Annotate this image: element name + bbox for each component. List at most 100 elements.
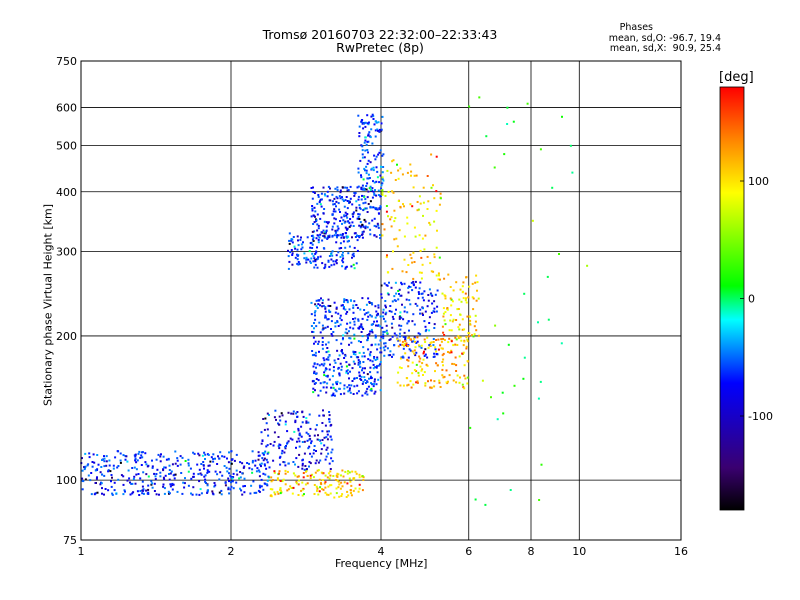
data-point — [289, 485, 292, 488]
data-point — [386, 271, 389, 274]
data-point — [369, 371, 372, 374]
data-point — [364, 379, 367, 381]
data-point — [441, 374, 444, 377]
data-point — [420, 256, 423, 259]
data-point — [109, 470, 112, 473]
data-point — [461, 328, 464, 331]
data-point — [272, 479, 274, 482]
data-point — [153, 482, 156, 485]
data-point — [314, 263, 317, 266]
data-point — [412, 186, 415, 189]
data-point — [277, 445, 280, 448]
data-point — [317, 238, 320, 241]
data-point — [319, 482, 322, 485]
data-point — [179, 463, 182, 466]
data-point — [385, 210, 388, 213]
data-point — [356, 234, 358, 237]
data-point — [461, 285, 464, 288]
data-point — [146, 492, 149, 495]
data-point — [336, 479, 339, 482]
data-point — [419, 312, 421, 315]
data-point — [317, 224, 320, 227]
data-point — [324, 310, 327, 313]
data-point — [333, 359, 336, 362]
data-point — [321, 422, 324, 424]
data-point — [474, 498, 477, 501]
data-point — [313, 192, 316, 194]
data-point — [393, 332, 396, 335]
data-point — [357, 195, 360, 198]
data-point — [380, 284, 383, 287]
data-point — [168, 492, 171, 495]
data-point — [273, 431, 276, 434]
data-point — [539, 380, 542, 383]
data-point — [286, 489, 289, 492]
data-point — [327, 185, 330, 188]
data-point — [358, 236, 361, 239]
data-point — [442, 358, 445, 361]
data-point — [344, 266, 347, 269]
data-point — [433, 385, 436, 388]
data-point — [337, 251, 340, 254]
data-point — [402, 347, 405, 350]
data-point — [264, 450, 267, 453]
data-point — [284, 447, 287, 450]
data-point — [263, 428, 266, 431]
data-point — [361, 149, 364, 152]
data-point — [424, 310, 427, 313]
data-point — [263, 463, 266, 466]
data-point — [330, 451, 333, 454]
data-point — [259, 486, 262, 489]
data-point — [133, 466, 136, 469]
data-point — [458, 328, 461, 331]
data-point — [418, 271, 421, 274]
data-point — [183, 482, 186, 485]
data-point — [363, 195, 366, 198]
data-point — [87, 474, 90, 477]
data-point — [317, 256, 320, 259]
data-point — [383, 228, 386, 231]
data-point — [426, 364, 429, 367]
data-point — [407, 365, 410, 368]
data-point — [337, 227, 340, 230]
data-point — [288, 260, 291, 263]
data-point — [283, 461, 286, 464]
data-point — [314, 318, 317, 321]
data-point — [290, 412, 293, 415]
data-point — [322, 229, 325, 232]
data-point — [341, 485, 344, 488]
data-point — [112, 464, 115, 467]
data-point — [441, 325, 444, 328]
data-point — [377, 378, 380, 381]
data-point — [299, 238, 302, 241]
colorbar-tick-label: 100 — [748, 175, 769, 188]
data-point — [291, 238, 294, 241]
data-point — [363, 355, 366, 358]
data-point — [327, 304, 330, 307]
data-point — [369, 185, 372, 188]
data-point — [216, 463, 219, 465]
data-point — [139, 477, 142, 480]
data-point — [317, 241, 320, 244]
data-point — [168, 473, 170, 475]
data-point — [435, 339, 438, 341]
data-point — [392, 353, 395, 356]
data-point — [363, 121, 366, 124]
data-point — [344, 232, 347, 234]
data-point — [391, 300, 394, 303]
data-point — [456, 344, 459, 346]
data-point — [469, 315, 472, 318]
data-point — [333, 263, 336, 266]
data-point — [360, 375, 363, 378]
data-point — [257, 458, 260, 461]
data-point — [411, 372, 414, 375]
data-point — [298, 453, 301, 456]
data-point — [104, 488, 107, 490]
data-point — [231, 458, 234, 461]
data-point — [437, 338, 440, 341]
data-point — [371, 331, 374, 334]
data-point — [333, 197, 336, 200]
data-point — [321, 239, 324, 242]
data-point — [176, 490, 179, 493]
data-point — [496, 418, 499, 421]
